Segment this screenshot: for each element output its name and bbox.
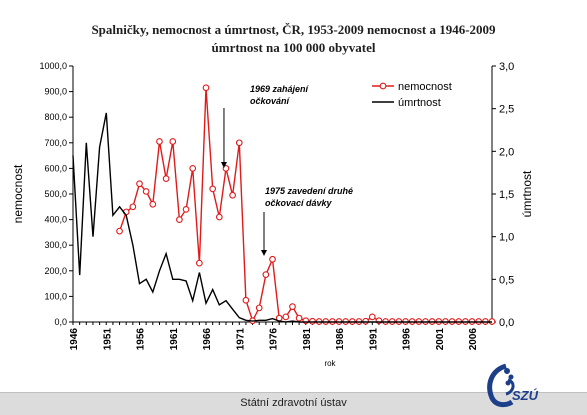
data-point [116,227,123,235]
logo-text: SZÚ [512,388,538,403]
legend-label-umrtnost: úmrtnost [398,97,441,109]
y-left-tick-label: 0,0 [54,317,67,327]
y-right-tick-label: 2,5 [499,104,514,116]
annotation-2-line-1: 1975 zavedení druhé [265,186,353,196]
data-point [282,313,290,321]
annotation-2-arrowhead [261,250,267,256]
data-point [235,139,243,147]
data-point [368,313,376,321]
y-left-tick-label: 400,0 [44,215,67,225]
data-point [136,180,143,188]
y-right-tick-label: 1,5 [499,189,514,201]
annotation-1-line-1: 1969 zahájení [250,84,310,94]
series-line-úmrtnost [72,112,492,323]
annotation-1-line-2: očkování [250,96,291,106]
chart-title-line-2: úmrtnost na 100 000 obyvatel [211,40,376,55]
data-point [215,213,223,221]
annotation-1-arrowhead [220,161,227,168]
x-tick-label: 1971 [235,328,246,351]
y-left-tick-label: 1000,0 [39,61,67,71]
data-point [209,185,217,193]
data-point [269,255,276,263]
szu-logo: SZÚ [478,362,548,408]
y-left-tick-label: 100,0 [44,291,67,301]
data-point [162,175,170,182]
x-tick-label: 2006 [468,328,479,351]
x-axis-title: rok [324,359,336,368]
data-point [222,165,230,172]
y-right-tick-label: 3,0 [499,61,514,73]
x-tick-label: 1951 [102,328,113,351]
y-right-tick-label: 1,0 [499,232,514,244]
y-left-tick-label: 600,0 [44,163,67,173]
y-left-tick-label: 800,0 [44,112,67,122]
data-point [156,138,163,145]
data-point [182,206,190,213]
data-point [255,304,263,312]
x-tick-label: 1996 [402,328,413,351]
data-point [309,317,316,325]
x-tick-label: 1976 [269,328,280,351]
data-point [242,296,250,304]
x-tick-label: 1966 [202,328,213,351]
y-left-tick-label: 200,0 [44,266,67,276]
data-point [295,314,303,322]
data-point [142,188,150,195]
y-left-tick-label: 500,0 [44,189,67,199]
data-point [129,203,137,211]
data-point [169,138,177,145]
chart-title-line-1: Spalničky, nemocnost a úmrtnost, ČR, 195… [91,22,496,37]
x-tick-label: 1961 [169,328,180,351]
data-point [289,303,296,310]
y-axis-left-title: nemocnost [11,164,25,223]
y-right-tick-label: 0,5 [499,274,514,286]
data-point [149,200,157,208]
x-tick-label: 1986 [335,328,346,351]
data-point [262,271,270,278]
x-tick-label: 2001 [435,328,446,351]
footer-text: Státní zdravotní ústav [240,397,347,409]
legend-marker-nemocnost [379,82,387,90]
data-point [202,84,210,92]
y-left-tick-label: 300,0 [44,240,67,250]
data-point [176,216,183,223]
x-tick-label: 1991 [368,328,379,351]
footer-bar: Státní zdravotní ústav [0,392,587,415]
data-point [362,317,369,325]
chart: 0,0 100,0 200,0 300,0 400,0 500,0 600,0 700,0 80… [11,61,534,368]
y-right-tick-label: 2,0 [499,146,514,158]
annotation-2-line-2: očkovací dávky [265,198,333,208]
x-tick-label: 1981 [302,328,313,351]
data-point [196,259,203,267]
data-point [189,165,197,172]
y-left-tick-label: 900,0 [44,87,67,97]
legend-label-nemocnost: nemocnost [398,81,452,93]
y-left-tick-label: 700,0 [44,138,67,148]
y-right-tick-label: 0,0 [499,317,514,329]
y-axis-right-title: úmrtnost [520,170,534,217]
szu-logo-icon [487,363,515,408]
x-tick-label: 1956 [136,328,147,351]
x-tick-label: 1946 [69,328,80,351]
data-point [229,191,236,199]
